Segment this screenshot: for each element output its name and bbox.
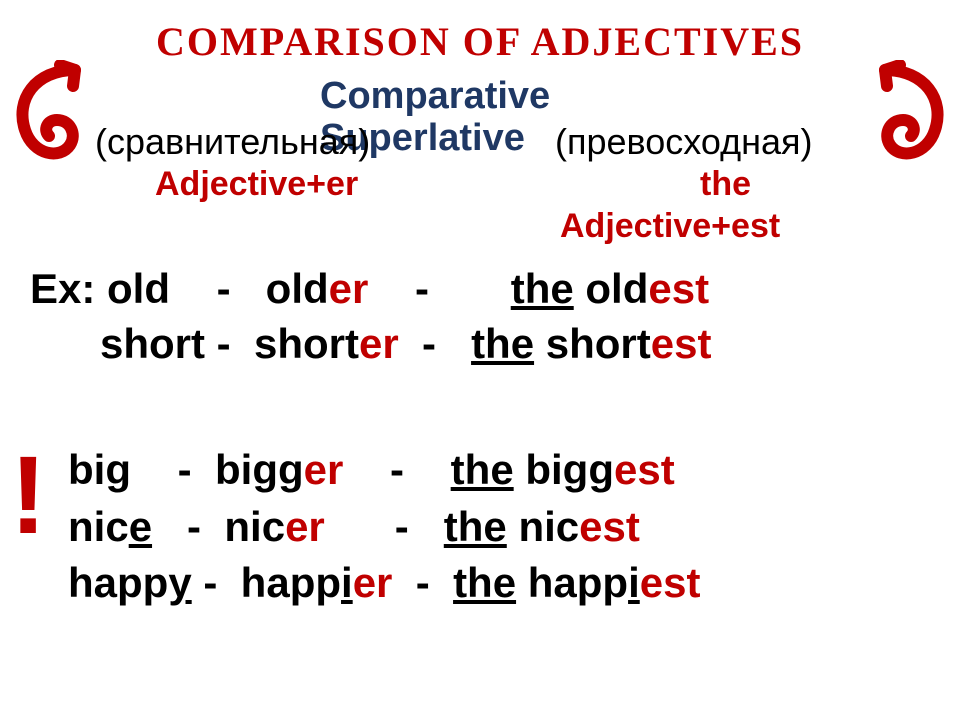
comparative-label: Comparative — [320, 75, 550, 118]
translation-superlative: (превосходная) — [555, 121, 812, 163]
example-row: short - shorter - the shortest — [30, 317, 711, 372]
formula-superlative-adj: Adjective+est — [560, 207, 780, 246]
translation-comparative: (сравнительная) — [95, 121, 370, 163]
formula-superlative-the: the — [700, 165, 751, 204]
examples-group1: Ex: old - older - the oldest short - sho… — [30, 262, 711, 371]
header-row: Comparative Superlative (сравнительная) … — [0, 65, 960, 195]
exclaim-icon: ! — [10, 432, 47, 559]
examples-group2: big - bigger - the biggest nice - nicer … — [68, 442, 700, 612]
example-row: happy - happier - the happiest — [68, 555, 700, 612]
example-row: big - bigger - the biggest — [68, 442, 700, 499]
formula-comparative: Adjective+er — [155, 165, 358, 204]
example-row: nice - nicer - the nicest — [68, 499, 700, 556]
example-row: Ex: old - older - the oldest — [30, 262, 711, 317]
page-title: COMPARISON OF ADJECTIVES — [0, 0, 960, 65]
